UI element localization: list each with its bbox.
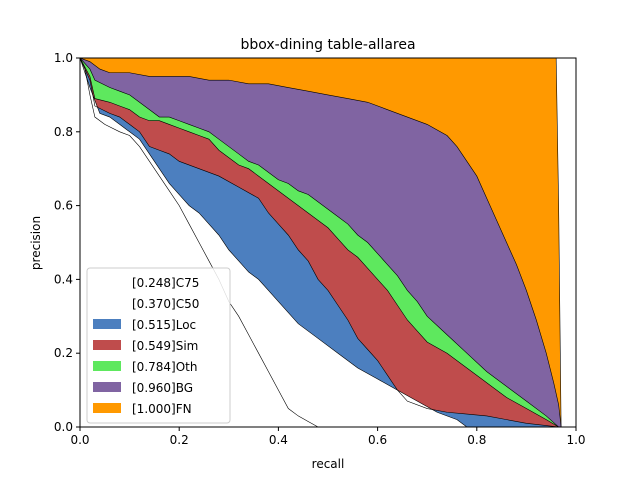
legend-label-c50: [0.370]C50: [132, 297, 199, 311]
legend-box: [86, 267, 231, 424]
axes-frame: [79, 57, 577, 428]
legend-swatch-oth: [93, 361, 121, 371]
line-oth: [80, 58, 559, 427]
legend: [0.248]C75 [0.370]C50 [0.515]Loc [0.549]Sim…: [86, 267, 231, 424]
x-tick-label: 0.6: [368, 433, 387, 447]
y-tick-label: 1.0: [54, 51, 73, 65]
line-fn: [80, 58, 576, 427]
legend-label-oth: [0.784]Oth: [132, 360, 197, 374]
line-c75: [80, 58, 319, 427]
legend-label-bg: [0.960]BG: [132, 381, 193, 395]
x-tick-label: 0.8: [467, 433, 486, 447]
x-axis-label: recall: [312, 457, 345, 471]
legend-swatch-sim: [93, 340, 121, 350]
x-tick-label: 0.0: [70, 433, 89, 447]
legend-swatch-fn: [93, 403, 121, 413]
legend-label-c75: [0.248]C75: [132, 276, 199, 290]
y-tick-label: 0.2: [54, 346, 73, 360]
line-c50: [80, 58, 468, 427]
legend-swatch-loc: [93, 319, 121, 329]
legend-swatch-c75: [93, 277, 121, 287]
y-tick-label: 0.6: [54, 199, 73, 213]
line-sim: [80, 58, 559, 427]
y-tick-label: 0.8: [54, 125, 73, 139]
legend-label-sim: [0.549]Sim: [132, 339, 198, 353]
legend-swatch-bg: [93, 382, 121, 392]
legend-label-loc: [0.515]Loc: [132, 318, 196, 332]
y-tick-label: 0.0: [54, 420, 73, 434]
line-loc: [80, 58, 559, 427]
x-tick-label: 0.4: [269, 433, 288, 447]
y-tick-label: 0.4: [54, 272, 73, 286]
legend-label-fn: [1.000]FN: [132, 402, 192, 416]
chart-title: bbox-dining table-allarea: [240, 37, 415, 53]
x-tick-label: 0.2: [170, 433, 189, 447]
x-axis-ticks: 0.0 0.2 0.4 0.6 0.8 1.0: [70, 427, 586, 447]
legend-swatch-c50: [93, 298, 121, 308]
y-axis-label: precision: [29, 216, 43, 270]
y-axis-ticks: 0.0 0.2 0.4 0.6 0.8 1.0: [54, 51, 80, 434]
x-tick-label: 1.0: [566, 433, 585, 447]
line-bg: [80, 58, 562, 427]
